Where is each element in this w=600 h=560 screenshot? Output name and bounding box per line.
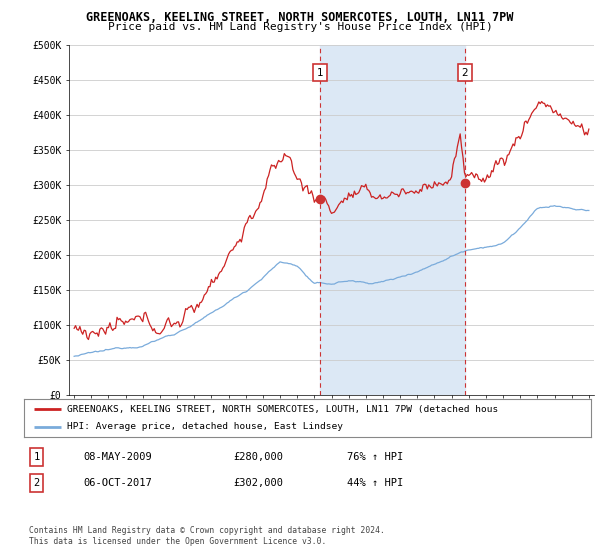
Text: 1: 1 bbox=[317, 68, 323, 78]
Text: 1: 1 bbox=[34, 452, 40, 462]
Text: GREENOAKS, KEELING STREET, NORTH SOMERCOTES, LOUTH, LN11 7PW: GREENOAKS, KEELING STREET, NORTH SOMERCO… bbox=[86, 11, 514, 24]
Text: 76% ↑ HPI: 76% ↑ HPI bbox=[347, 452, 403, 462]
Bar bbox=[320, 45, 465, 395]
Text: £280,000: £280,000 bbox=[234, 452, 284, 462]
Text: 2: 2 bbox=[34, 478, 40, 488]
Text: 2: 2 bbox=[461, 68, 468, 78]
Text: 08-MAY-2009: 08-MAY-2009 bbox=[83, 452, 152, 462]
Text: GREENOAKS, KEELING STREET, NORTH SOMERCOTES, LOUTH, LN11 7PW (detached hous: GREENOAKS, KEELING STREET, NORTH SOMERCO… bbox=[67, 404, 498, 413]
Text: HPI: Average price, detached house, East Lindsey: HPI: Average price, detached house, East… bbox=[67, 422, 343, 431]
Text: Contains HM Land Registry data © Crown copyright and database right 2024.
This d: Contains HM Land Registry data © Crown c… bbox=[29, 526, 385, 546]
Text: Price paid vs. HM Land Registry's House Price Index (HPI): Price paid vs. HM Land Registry's House … bbox=[107, 22, 493, 32]
Text: 44% ↑ HPI: 44% ↑ HPI bbox=[347, 478, 403, 488]
Text: £302,000: £302,000 bbox=[234, 478, 284, 488]
Text: 06-OCT-2017: 06-OCT-2017 bbox=[83, 478, 152, 488]
